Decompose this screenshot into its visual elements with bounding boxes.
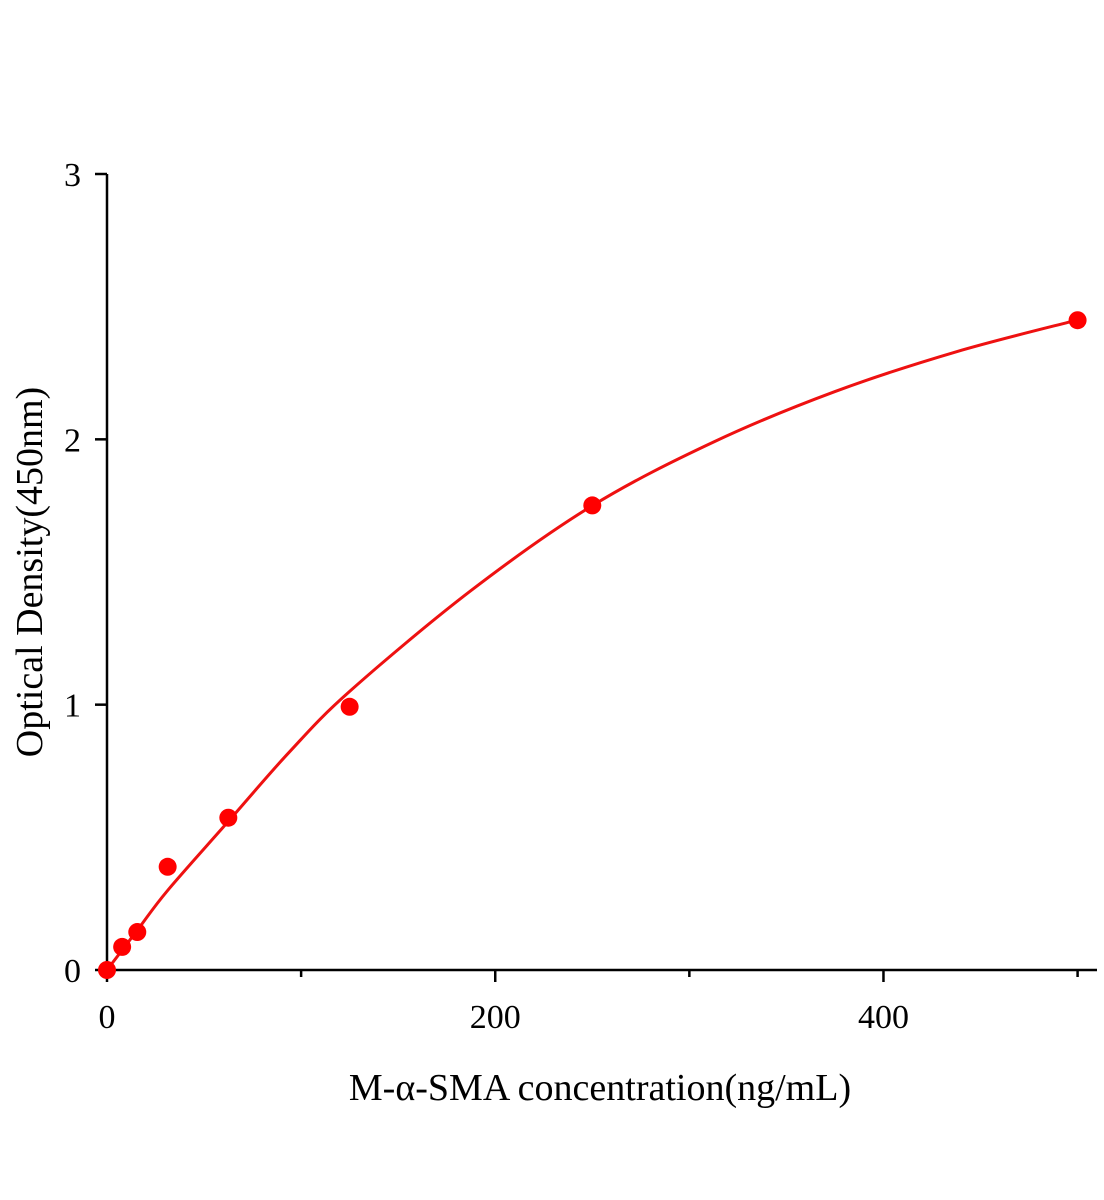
data-point (113, 937, 132, 956)
data-point (128, 923, 147, 942)
data-point (219, 808, 238, 827)
y-tick-label: 2 (64, 422, 81, 459)
x-tick-label: 400 (858, 999, 909, 1036)
data-point (1068, 311, 1087, 330)
x-tick-label: 200 (470, 999, 521, 1036)
x-tick-label: 0 (99, 999, 116, 1036)
data-point (158, 857, 177, 876)
fit-curve (105, 318, 1078, 971)
y-tick-label: 1 (64, 688, 81, 725)
data-point (98, 961, 116, 979)
y-axis-label: Optical Density(450nm) (9, 387, 51, 757)
y-tick-label: 0 (64, 953, 81, 990)
x-axis-label: M-α-SMA concentration(ng/mL) (349, 1067, 851, 1109)
y-tick-label: 3 (64, 157, 81, 194)
data-point (340, 697, 359, 716)
data-point (583, 496, 602, 515)
